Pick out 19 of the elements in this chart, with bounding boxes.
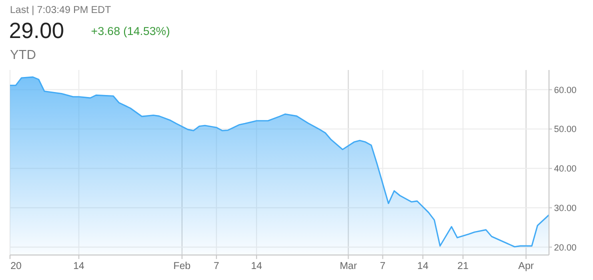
x-tick-label: Feb [173,261,192,272]
chart-title: 29.00 [9,18,64,43]
x-tick-label: 7 [380,261,386,272]
y-tick-label: 30.00 [554,202,577,213]
y-tick-label: 50.00 [554,124,577,134]
y-tick-label: 40.00 [554,164,577,174]
x-tick-label: 20 [10,261,22,272]
x-tick-label: 14 [417,261,429,272]
x-tick-label: 7 [214,261,220,272]
text: Last | 7:03:49 PM EDT [10,5,111,16]
x-tick-label: 14 [73,261,85,272]
y-tick-label: 20.00 [554,242,577,252]
x-tick-label: Apr [518,261,535,272]
x-tick-label: 14 [251,261,263,272]
x-tick-label: 21 [457,261,469,272]
chart-subtitle: +3.68 (14.53%) [91,26,170,38]
text: YTD [10,47,36,62]
y-tick-label: 60.00 [554,84,577,95]
x-tick-label: Mar [340,261,358,272]
